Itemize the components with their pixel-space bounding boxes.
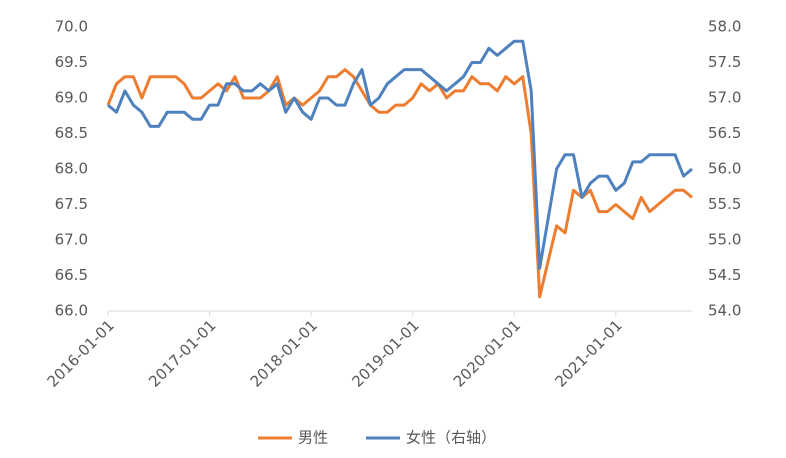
x-tick-label: 2017-01-01 xyxy=(145,316,219,390)
y2-tick-label: 58.0 xyxy=(708,18,741,36)
y2-tick-label: 55.5 xyxy=(708,195,741,213)
y2-tick-label: 57.0 xyxy=(708,89,741,107)
legend-label: 男性 xyxy=(298,429,328,447)
y2-tick-label: 56.5 xyxy=(708,124,741,142)
series-line xyxy=(107,39,693,270)
y2-tick-label: 55.0 xyxy=(708,231,741,249)
x-tick-label: 2016-01-01 xyxy=(44,316,118,390)
y-tick-label: 67.5 xyxy=(55,195,88,213)
x-tick-label: 2018-01-01 xyxy=(247,316,321,390)
y-tick-label: 67.0 xyxy=(55,231,88,249)
x-tick-label: 2019-01-01 xyxy=(348,316,422,390)
y2-tick-label: 56.0 xyxy=(708,160,741,178)
x-tick-label: 2020-01-01 xyxy=(450,316,524,390)
y-tick-label: 70.0 xyxy=(55,18,88,36)
series-line xyxy=(106,68,693,299)
y2-tick-label: 57.5 xyxy=(708,53,741,71)
y2-tick-label: 54.5 xyxy=(708,266,741,284)
x-tick-label: 2021-01-01 xyxy=(551,316,625,390)
y-tick-label: 66.0 xyxy=(55,302,88,320)
y-tick-label: 66.5 xyxy=(55,266,88,284)
y-tick-label: 68.0 xyxy=(55,160,88,178)
y-tick-label: 68.5 xyxy=(55,124,88,142)
y-tick-label: 69.5 xyxy=(55,53,88,71)
y-tick-label: 69.0 xyxy=(55,89,88,107)
legend-label: 女性（右轴） xyxy=(406,429,496,447)
y2-tick-label: 54.0 xyxy=(708,302,741,320)
